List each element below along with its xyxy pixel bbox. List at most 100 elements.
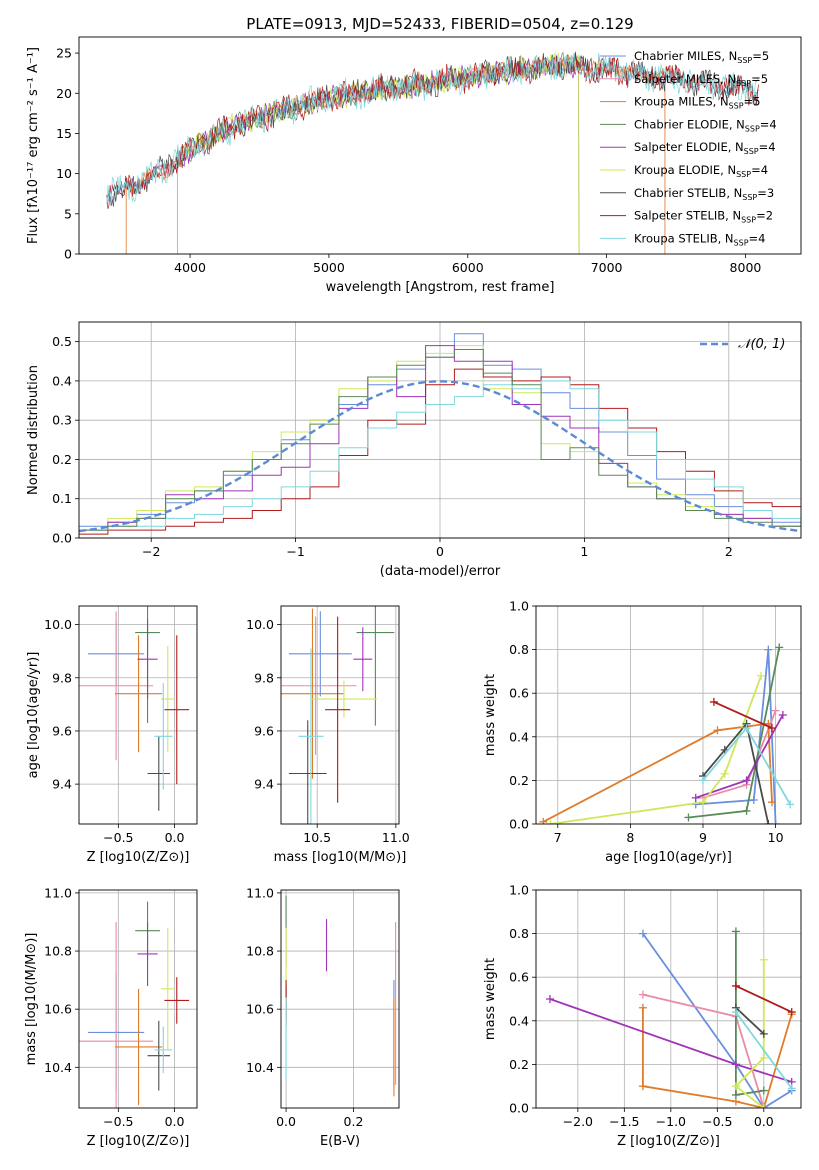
y-tick-label: 10.0 xyxy=(44,617,72,632)
axes-mass_vs_Z: −0.5 0.0 10.4 10.6 10.8 11.0 Z [log10(Z/Z⊙)] ma… xyxy=(24,885,198,1149)
grid-age_vs_mass xyxy=(281,606,399,824)
axes-age_vs_Z: −0.5 0.0 9.4 9.6 9.8 10.0 Z [log10(Z/Z⊙)] age [… xyxy=(26,605,198,865)
y-tick-label: 0.0 xyxy=(52,531,72,546)
axes-frame xyxy=(280,605,400,825)
x-axis-label: wavelength [Angstrom, rest frame] xyxy=(326,280,555,295)
x-tick-label: −0.5 xyxy=(103,1114,133,1129)
y-tick-label: 9.6 xyxy=(254,723,274,738)
overlay-weight_vs_Z: −2.0 −1.5 −1.0 −0.5 0.0 0.0 0.2 0.4 0.6 0.8 1.0 Z [… xyxy=(483,883,802,1149)
y-axis-label: Flux [fλ10⁻¹⁷ erg cm⁻² s⁻¹ A⁻¹] xyxy=(26,47,41,244)
y-axis-label: mass [log10(M/M⊙)] xyxy=(24,933,39,1066)
errorbar-salpeter-elodie xyxy=(137,619,158,700)
legend-label: Kroupa MILES, NSSP=5 xyxy=(634,95,760,111)
normal-curve xyxy=(79,380,801,533)
grid-age_vs_Z xyxy=(79,606,197,824)
x-tick-label: −2.0 xyxy=(563,1114,593,1129)
y-tick-label: 0.4 xyxy=(52,373,72,388)
y-tick-label: 0.4 xyxy=(509,729,529,744)
y-tick-label: 0.1 xyxy=(52,491,72,506)
weight-marker xyxy=(771,820,780,824)
y-tick-label: 10.8 xyxy=(44,944,72,959)
y-axis-label: mass weight xyxy=(483,674,498,756)
grid-mass_vs_Z xyxy=(79,890,197,1108)
x-tick-label: 11.0 xyxy=(382,830,410,845)
weight-series-chabrier-elodie xyxy=(684,643,784,822)
legend-label: Chabrier ELODIE, NSSP=4 xyxy=(634,117,777,133)
y-tick-label: 11.0 xyxy=(44,885,72,900)
axes-weight_vs_Z: −2.0 −1.5 −1.0 −0.5 0.0 0.0 0.2 0.4 0.6 0.8 1.0 Z [… xyxy=(483,883,802,1149)
overlay-weight_vs_age: 7 8 9 10 0.0 0.2 0.4 0.6 0.8 1.0 age [log10(age/yr… xyxy=(483,599,802,865)
x-tick-label: 0.0 xyxy=(276,1114,296,1129)
y-tick-label: 0.2 xyxy=(509,1057,529,1072)
y-tick-label: 9.4 xyxy=(52,777,72,792)
errorbar-kroupa-stelib xyxy=(154,683,173,790)
errorbar-salpeter-elodie xyxy=(353,627,373,692)
x-axis-label: Z [log10(Z/Z⊙)] xyxy=(87,1134,190,1149)
plot-area-age_vs_mass xyxy=(281,606,395,824)
x-axis-label: Z [log10(Z/Z⊙)] xyxy=(617,1134,720,1149)
axes-age_vs_mass: 10.5 11.0 9.4 9.6 9.8 10.0 mass [log10(M/M⊙)] xyxy=(246,605,410,865)
weight-marker xyxy=(759,1029,768,1038)
y-tick-label: 0.6 xyxy=(509,970,529,985)
overlay-mass_vs_Z: −0.5 0.0 10.4 10.6 10.8 11.0 Z [log10(Z/Z⊙)] ma… xyxy=(24,885,198,1149)
weight-marker xyxy=(749,796,758,805)
weight-series-salpeter-elodie xyxy=(545,995,796,1086)
errorbar-kroupa-elodie xyxy=(161,927,175,1050)
weight-series-salpeter-stelib xyxy=(709,697,776,733)
plot-area-age_vs_Z xyxy=(79,606,190,811)
histogram-kroupa-stelib xyxy=(79,380,801,538)
weight-line xyxy=(735,985,793,1013)
spectrum-line-salpeter-stelib xyxy=(106,51,760,209)
x-tick-label: 0.0 xyxy=(165,830,185,845)
weight-marker xyxy=(778,711,787,719)
plot-area-spectrum xyxy=(106,51,760,254)
axes-frame xyxy=(280,889,400,1109)
weight-marker xyxy=(731,1090,740,1099)
y-tick-label: 0.8 xyxy=(509,642,529,657)
y-tick-label: 0 xyxy=(64,247,72,262)
weight-marker xyxy=(742,776,751,785)
axes-spectrum: 4000 5000 6000 7000 8000 0 5 10 15 20 25 wavelength… xyxy=(26,15,802,295)
errorbar-salpeter-elodie xyxy=(137,921,158,986)
y-tick-label: 0.4 xyxy=(509,1013,529,1028)
y-tick-label: 10 xyxy=(56,166,72,181)
errorbar-kroupa-elodie xyxy=(310,680,377,718)
weight-marker xyxy=(731,1082,740,1091)
y-tick-label: 20 xyxy=(56,86,72,101)
y-tick-label: 9.8 xyxy=(254,670,274,685)
weight-series-kroupa-elodie xyxy=(546,671,766,824)
x-tick-label: 0.2 xyxy=(344,1114,364,1129)
weight-series-kroupa-elodie xyxy=(731,955,768,1108)
weight-marker xyxy=(691,793,700,802)
weight-line xyxy=(550,675,762,824)
y-tick-label: 5 xyxy=(64,206,72,221)
legend-label: Salpeter STELIB, NSSP=2 xyxy=(634,209,773,225)
y-axis-label: mass weight xyxy=(483,958,498,1040)
weight-marker xyxy=(713,726,722,735)
x-tick-label: 8000 xyxy=(730,260,762,275)
y-tick-label: 0.6 xyxy=(509,686,529,701)
weight-series-kroupa-stelib xyxy=(731,1008,796,1093)
weight-marker xyxy=(759,1086,768,1095)
axes-frame xyxy=(78,321,802,539)
axes-frame xyxy=(78,889,198,1109)
y-tick-label: 10.6 xyxy=(246,1002,274,1017)
errorbar-salpeter-miles xyxy=(79,611,154,761)
overlay-mass_vs_ebv: 0.0 0.2 10.4 10.6 10.8 11.0 E(B-V) xyxy=(246,885,400,1149)
x-axis-label: age [log10(age/yr)] xyxy=(605,850,732,865)
plot-area-residuals xyxy=(79,333,801,538)
errorbar-salpeter-miles xyxy=(281,616,357,755)
y-tick-label: 10.4 xyxy=(246,1060,274,1075)
weight-series-salpeter-elodie xyxy=(691,711,787,802)
axes-layer: 4000 5000 6000 7000 80000510152025wavelength… xyxy=(24,15,802,1149)
overlay-residuals: −2 −1 0 1 2 0.0 0.1 0.2 0.3 0.4 0.5 (data-model)/er… xyxy=(26,321,802,579)
y-tick-label: 25 xyxy=(56,46,72,61)
errorbar-salpeter-stelib xyxy=(164,635,190,785)
y-tick-label: 0.5 xyxy=(52,334,72,349)
weight-marker xyxy=(698,776,707,785)
plot-area-mass_vs_Z xyxy=(79,901,190,1108)
x-tick-label: −1 xyxy=(286,544,304,559)
y-tick-label: 10.8 xyxy=(246,944,274,959)
legend-label: Salpeter ELODIE, NSSP=4 xyxy=(634,140,776,156)
